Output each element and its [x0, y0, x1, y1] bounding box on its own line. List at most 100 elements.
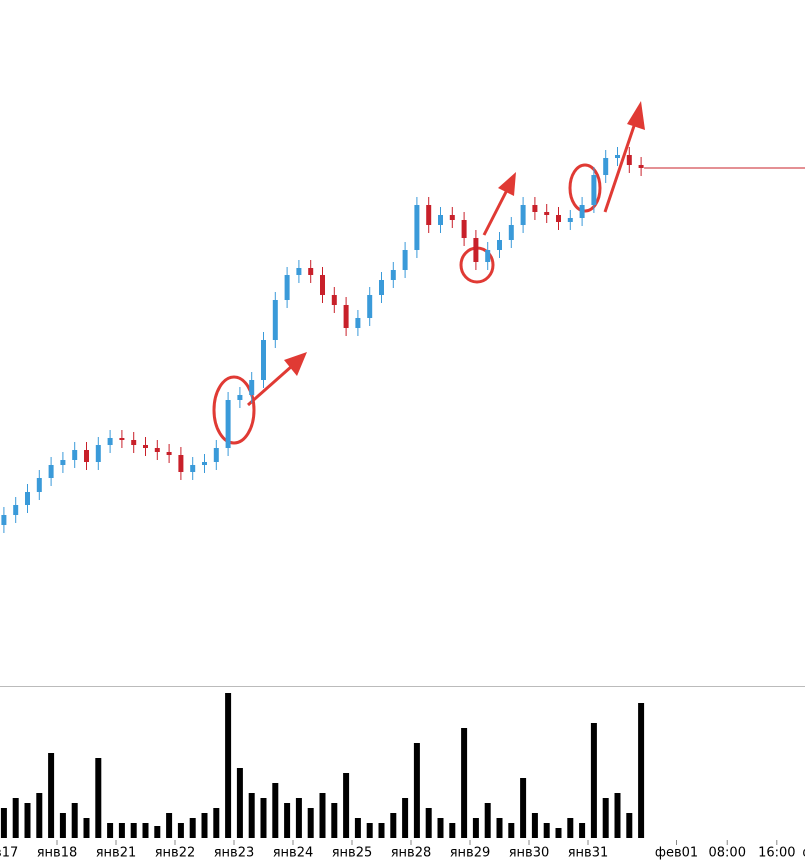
volume-bar [95, 758, 102, 838]
candle-body [202, 462, 207, 465]
candle-body [591, 175, 597, 205]
arrow-head [627, 101, 645, 130]
candle-body [60, 460, 66, 465]
volume-bar [154, 826, 161, 838]
x-tick-label: янв17 [0, 846, 18, 861]
candle-body [508, 225, 514, 240]
candle-body [119, 438, 125, 440]
arrow-shaft [247, 364, 293, 407]
arrow-heads [284, 101, 645, 376]
highlight-circle [212, 375, 256, 445]
candle-body [473, 238, 479, 262]
volume-bar [449, 823, 456, 838]
annotations [212, 119, 638, 445]
volume-bar [295, 798, 302, 838]
volume-bar [378, 823, 385, 838]
candle-body [497, 240, 502, 250]
volume-bar [0, 808, 7, 838]
volume-bar [225, 693, 232, 838]
volume-bar [48, 753, 55, 838]
volume-bar [236, 768, 243, 838]
arrow-head [498, 172, 516, 196]
highlight-circle [568, 163, 602, 213]
candle-body [166, 452, 172, 455]
candle-body [449, 215, 455, 220]
candle-body [331, 295, 337, 305]
x-tick-label: янв30 [509, 846, 550, 861]
volume-bar [602, 798, 609, 838]
volume-bar [12, 798, 19, 838]
candle-body [72, 450, 78, 460]
volume-bar [555, 828, 562, 838]
candle-body [84, 450, 89, 462]
candle-body [36, 478, 42, 492]
volume-bar [543, 823, 550, 838]
volume-bar [390, 813, 397, 838]
volume-bar [307, 808, 314, 838]
volume-bar [590, 723, 597, 838]
arrow-shaft [482, 189, 509, 236]
arrow-head [284, 352, 307, 376]
x-tick-label: янв21 [96, 846, 137, 861]
volume-bar [177, 823, 184, 838]
candle-body [25, 492, 30, 505]
candle-body [131, 440, 137, 445]
candle-body [249, 380, 255, 395]
volume-bar [638, 703, 645, 838]
candle-body [107, 438, 113, 445]
volume-bar [319, 793, 326, 838]
volume-bar [626, 813, 633, 838]
volume-bar [118, 823, 125, 838]
candle-body [626, 155, 632, 165]
x-tick-label: 08:00 [709, 846, 746, 861]
candle-body [13, 505, 19, 515]
volume-bar [614, 793, 621, 838]
volume-bar [260, 798, 267, 838]
candle-body [579, 205, 585, 218]
volume-bar [36, 793, 43, 838]
arrow-shaft [603, 119, 638, 213]
volume-bar [166, 813, 173, 838]
x-tick-label: янв29 [450, 846, 491, 861]
volume-bar [24, 803, 31, 838]
volume-bar [201, 813, 208, 838]
candle-body [272, 300, 278, 340]
x-tick-label: 16:00 [758, 846, 795, 861]
candle-body [296, 268, 302, 275]
x-tick-label: янв18 [37, 846, 78, 861]
candle-body [261, 340, 266, 380]
candle-body [390, 270, 396, 280]
candle-body [190, 465, 196, 472]
x-tick-label: фев02 [802, 846, 805, 861]
volume-bar [213, 808, 220, 838]
candle-body [402, 250, 408, 270]
volume-bar [71, 803, 78, 838]
volume-bar [331, 803, 338, 838]
volume-bar [484, 803, 491, 838]
volume-bar [248, 793, 255, 838]
volume-bar [520, 778, 527, 838]
volume-bar [83, 818, 90, 838]
candle-body [178, 455, 184, 472]
volume-bar [189, 818, 196, 838]
candle-body [237, 395, 243, 400]
volume-bar [107, 823, 114, 838]
candle-body [485, 250, 491, 262]
x-tick-label: янв23 [214, 846, 255, 861]
volume-bar [579, 823, 586, 838]
volume-bar [425, 808, 432, 838]
candle-body [48, 465, 54, 478]
candle-body [603, 158, 609, 175]
volume-bar [59, 813, 66, 838]
candle-body [355, 318, 361, 328]
x-tick-label: янв24 [273, 846, 314, 861]
candle-body [461, 220, 467, 238]
candle-body [1, 515, 7, 525]
candle-body [615, 155, 620, 158]
x-tick-label: янв22 [155, 846, 196, 861]
candle-body [284, 275, 290, 300]
candle-body [95, 445, 101, 462]
candle-body [154, 448, 160, 452]
volume-bar [531, 813, 538, 838]
volume-bar [343, 773, 350, 838]
